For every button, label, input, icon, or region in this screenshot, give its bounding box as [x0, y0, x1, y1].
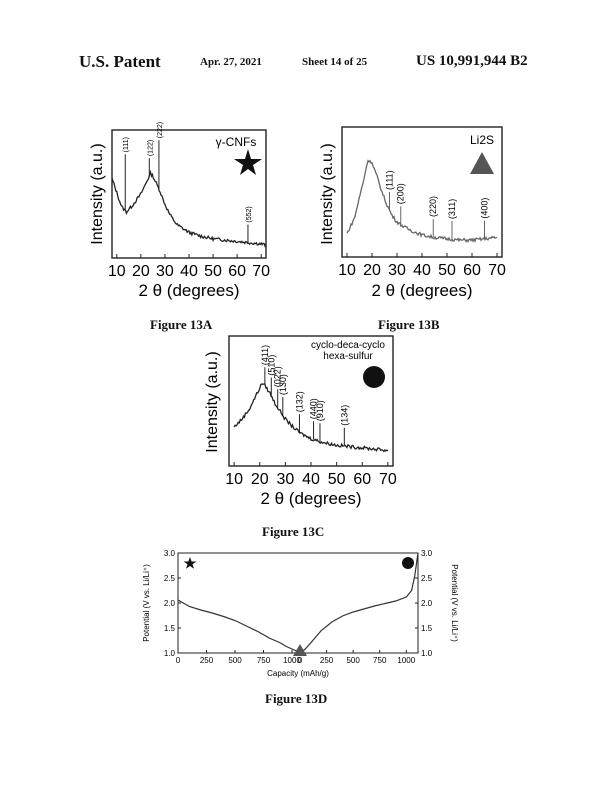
x-tick-label: 500: [228, 656, 242, 665]
x-tick-label: 50: [204, 263, 222, 280]
patent-label: U.S. Patent: [79, 52, 161, 71]
peak-label: (111): [385, 170, 395, 190]
figure-caption-13a: Figure 13A: [150, 317, 213, 332]
patent-number: US 10,991,944 B2: [416, 53, 528, 69]
x-axis-label: Capacity (mAh/g): [267, 669, 329, 678]
legend-line-2: hexa-sulfur: [323, 351, 373, 362]
y-tick-label-left: 1.5: [164, 624, 176, 633]
y-tick-label-right: 2.5: [421, 574, 433, 583]
star-icon: [183, 557, 197, 569]
peak-label: (552): [246, 206, 253, 222]
figure-caption-13c: Figure 13C: [262, 524, 325, 539]
x-tick-label: 70: [252, 263, 270, 280]
peak-label: (510): [266, 355, 276, 376]
peak-label: (910): [315, 400, 325, 421]
xrd-curve: [233, 383, 389, 453]
x-tick-label: 20: [132, 263, 150, 280]
peak-label: (111): [123, 137, 130, 152]
x-tick-label: 250: [200, 656, 214, 665]
x-tick-label: 20: [363, 262, 381, 279]
y-axis-label: Intensity (a.u.): [319, 143, 336, 244]
charge-curve: [299, 552, 419, 654]
discharge-curve: [177, 599, 301, 654]
chart-13d: 1.0 1.5 2.0 2.5 3.0 1.0 1.5 2.0 2.5 3.0 0 250 500 7…: [142, 549, 459, 678]
x-tick-label: 70: [379, 471, 397, 488]
x-tick-label: 40: [302, 471, 320, 488]
peak-label: (134): [339, 405, 349, 426]
x-tick-label: 10: [338, 262, 356, 279]
x-tick-label: 60: [228, 263, 246, 280]
x-tick-label: 250: [320, 656, 334, 665]
peak-label: (411): [260, 345, 270, 365]
x-tick-label: 1000: [283, 656, 301, 665]
x-tick-label: 50: [328, 471, 346, 488]
figure-caption-13d: Figure 13D: [265, 691, 328, 706]
x-tick-label: 1000: [397, 656, 415, 665]
x-tick-label: 750: [373, 656, 387, 665]
peak-label: (400): [480, 198, 490, 219]
x-tick-label: 500: [346, 656, 360, 665]
peak-label: (122): [147, 140, 154, 156]
x-tick-label: 60: [463, 262, 481, 279]
y-tick-label-right: 3.0: [421, 549, 433, 558]
peak-label: (200): [396, 183, 406, 204]
figure-caption-13b: Figure 13B: [378, 317, 440, 332]
y-axis-label: Intensity (a.u.): [204, 351, 221, 452]
xrd-curve: [111, 169, 267, 248]
x-tick-label: 10: [108, 263, 126, 280]
xrd-curve: [346, 159, 498, 243]
x-axis-label: 2 θ (degrees): [138, 281, 239, 300]
x-tick-label: 0: [298, 656, 303, 665]
legend-label: γ-CNFs: [216, 135, 257, 149]
plot-frame: [111, 129, 267, 259]
chart-13b: 10 20 30 40 50 60 70 (111)(200) (220) (311) (400)…: [319, 126, 506, 300]
peak-label: (220): [428, 196, 438, 217]
peak-label: (222): [157, 122, 164, 138]
y-tick-label-left: 1.0: [164, 649, 176, 658]
sheet-number: Sheet 14 of 25: [302, 56, 368, 68]
peak-label: (022): [273, 366, 283, 387]
y-tick-label-left: 3.0: [164, 549, 176, 558]
star-icon: [234, 149, 262, 175]
y-axis-label-right: Potential (V vs. Li/Li⁺): [450, 564, 459, 642]
x-tick-label: 30: [388, 262, 406, 279]
x-axis-label: 2 θ (degrees): [260, 489, 361, 508]
x-tick-label: 40: [180, 263, 198, 280]
x-tick-label: 30: [156, 263, 174, 280]
chart-13c: 10 20 30 40 50 60 70 (411)(510)(022)(130) (132)…: [204, 335, 397, 508]
x-tick-label: 30: [276, 471, 294, 488]
plot-frame: [177, 552, 419, 654]
x-tick-label: 750: [257, 656, 271, 665]
x-tick-label: 60: [353, 471, 371, 488]
x-tick-label: 20: [251, 471, 269, 488]
peak-label: (130): [278, 374, 288, 395]
y-tick-label-left: 2.5: [164, 574, 176, 583]
circle-icon: [402, 557, 414, 569]
peak-label: (132): [294, 391, 304, 412]
y-tick-label-left: 2.0: [164, 599, 176, 608]
x-tick-label: 50: [438, 262, 456, 279]
legend-label: Li2S: [470, 133, 494, 147]
x-tick-label: 10: [225, 471, 243, 488]
circle-icon: [363, 366, 385, 388]
y-tick-label-right: 2.0: [421, 599, 433, 608]
y-tick-label-right: 1.5: [421, 624, 433, 633]
y-axis-label-left: Potential (V vs. Li/Li⁺): [142, 564, 151, 642]
triangle-icon: [293, 644, 307, 656]
x-tick-label: 40: [413, 262, 431, 279]
x-axis-label: 2 θ (degrees): [371, 281, 472, 300]
y-axis-label: Intensity (a.u.): [89, 143, 106, 244]
patent-date: Apr. 27, 2021: [200, 56, 262, 68]
legend-line-1: cyclo-deca-cyclo: [311, 340, 385, 351]
y-tick-label-right: 1.0: [421, 649, 433, 658]
peak-label: (440): [309, 398, 319, 419]
peak-label: (311): [447, 199, 457, 219]
x-tick-label: 70: [488, 262, 506, 279]
x-tick-label: 0: [176, 656, 181, 665]
triangle-icon: [470, 152, 494, 174]
chart-13a: 10 20 30 40 50 60 70 (111) (122)(222) (552) Inte…: [89, 122, 270, 300]
